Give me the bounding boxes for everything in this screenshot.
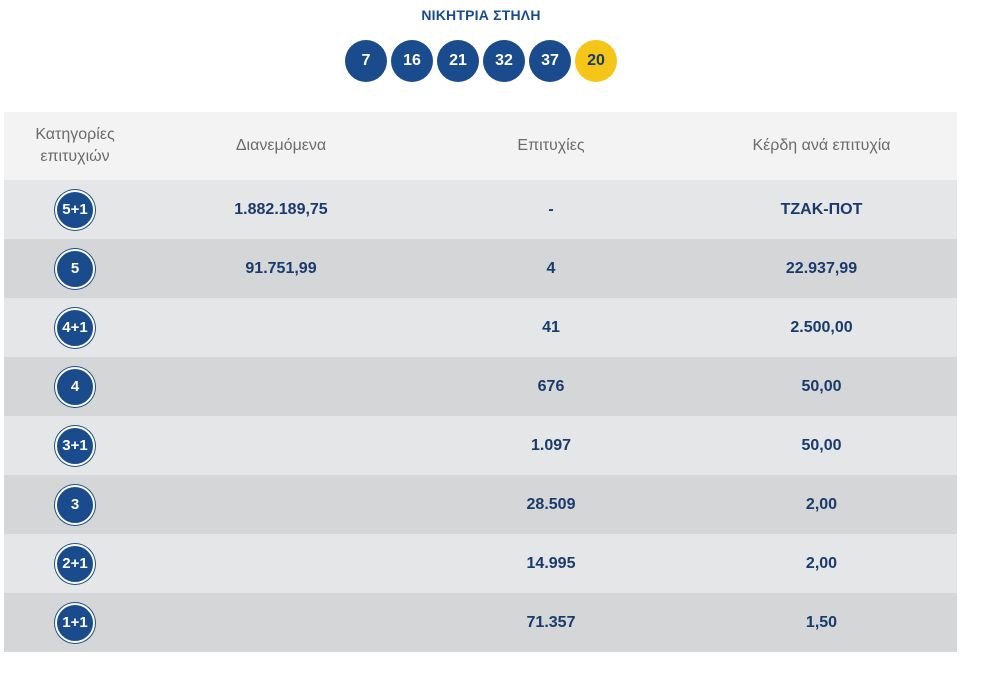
winners-cell: 4 — [546, 259, 556, 277]
winners-cell: 71.357 — [526, 613, 576, 631]
prize-cell: 50,00 — [801, 377, 842, 395]
table-row: 4+1 41 2.500,00 — [4, 298, 957, 357]
header-category-line2: επιτυχιών — [40, 148, 110, 165]
category-badge: 3 — [55, 484, 95, 525]
winners-cell: 676 — [537, 377, 565, 395]
prize-cell: 1,50 — [805, 613, 838, 631]
table-row: 1+1 71.357 1,50 — [4, 593, 957, 652]
header-category: Κατηγορίες επιτυχιών — [4, 124, 146, 168]
winners-cell: 14.995 — [526, 554, 576, 572]
number-ball: 16 — [391, 40, 433, 82]
prize-cell: 2,00 — [805, 495, 838, 513]
table-row: 2+1 14.995 2,00 — [4, 534, 957, 593]
header-category-line1: Κατηγορίες — [35, 126, 115, 143]
category-badge: 4 — [55, 366, 95, 407]
category-badge: 2+1 — [55, 543, 95, 584]
category-badge: 1+1 — [55, 602, 95, 643]
prize-cell: 50,00 — [801, 436, 842, 454]
header-distributed: Διανεμόμενα — [235, 137, 327, 154]
category-badge: 5+1 — [55, 189, 95, 230]
table-row: 5+1 1.882.189,75 - ΤΖΑΚ-ΠΟΤ — [4, 180, 957, 239]
winners-cell: 1.097 — [530, 436, 572, 454]
table-row: 3+1 1.097 50,00 — [4, 416, 957, 475]
winning-numbers: 7 16 21 32 37 20 — [345, 40, 617, 82]
table-header: Κατηγορίες επιτυχιών Διανεμόμενα Επιτυχί… — [4, 112, 957, 180]
header-prize: Κέρδη ανά επιτυχία — [752, 137, 891, 154]
category-badge: 4+1 — [55, 307, 95, 348]
table-row: 3 28.509 2,00 — [4, 475, 957, 534]
bonus-ball: 20 — [575, 40, 617, 82]
category-badge: 3+1 — [55, 425, 95, 466]
prize-cell: 22.937,99 — [785, 259, 858, 277]
header-winners: Επιτυχίες — [517, 137, 585, 154]
prize-cell: 2.500,00 — [790, 318, 853, 336]
winners-cell: - — [548, 200, 554, 218]
winners-cell: 28.509 — [526, 495, 576, 513]
winning-line-title: ΝΙΚΗΤΡΙΑ ΣΤΗΛΗ — [421, 7, 541, 23]
prize-cell: 2,00 — [805, 554, 838, 572]
winners-cell: 41 — [542, 318, 560, 336]
table-row: 5 91.751,99 4 22.937,99 — [4, 239, 957, 298]
number-ball: 21 — [437, 40, 479, 82]
prize-cell: ΤΖΑΚ-ΠΟΤ — [780, 200, 863, 218]
results-table: Κατηγορίες επιτυχιών Διανεμόμενα Επιτυχί… — [4, 112, 957, 652]
number-ball: 37 — [529, 40, 571, 82]
category-badge: 5 — [55, 248, 95, 289]
number-ball: 7 — [345, 40, 387, 82]
distributed-cell: 91.751,99 — [245, 259, 317, 277]
number-ball: 32 — [483, 40, 525, 82]
table-row: 4 676 50,00 — [4, 357, 957, 416]
distributed-cell: 1.882.189,75 — [234, 200, 328, 218]
